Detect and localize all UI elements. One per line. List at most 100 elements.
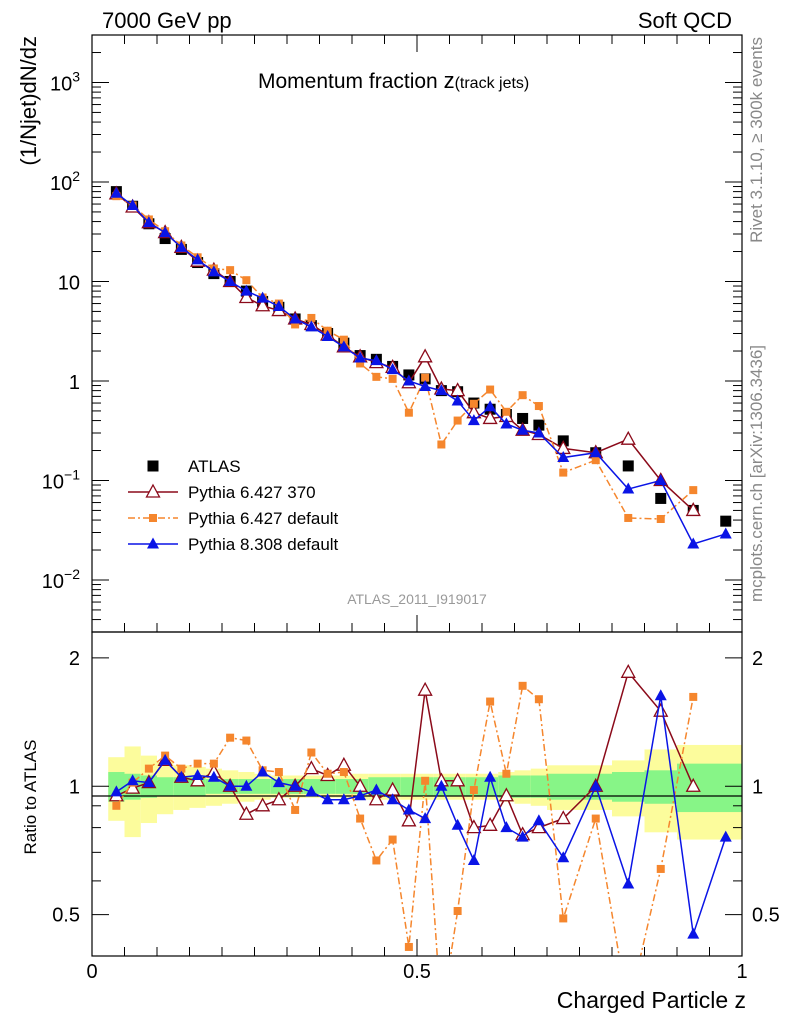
main-y-tick-base: 10 <box>42 471 64 493</box>
x-tick-label: 0.5 <box>403 961 431 983</box>
legend-label: ATLAS <box>188 457 241 476</box>
ratio-data-point <box>402 803 415 815</box>
ratio-data-point <box>175 770 188 782</box>
main-data-point <box>622 460 634 472</box>
main-data-point <box>589 446 602 458</box>
main-data-point <box>484 400 497 412</box>
legend-item: Pythia 6.427 default <box>128 509 339 528</box>
ratio-inner-band <box>205 779 222 794</box>
legend-marker <box>149 514 157 522</box>
main-data-point <box>517 412 529 424</box>
header-left: 7000 GeV pp <box>102 8 232 33</box>
ratio-data-point <box>274 768 283 777</box>
legend-label: Pythia 8.308 default <box>188 535 339 554</box>
ratio-data-point <box>419 812 432 824</box>
ratio-data-point <box>370 783 383 795</box>
main-data-point <box>175 240 188 252</box>
ratio-y-tick-label-left: 1 <box>69 776 80 798</box>
ratio-data-point <box>484 770 497 782</box>
main-y-tick-label: 1 <box>69 372 80 394</box>
main-data-point <box>516 423 529 435</box>
main-y-tick-label: 10−1 <box>42 466 80 493</box>
main-data-point <box>159 226 172 238</box>
legend-item: ATLAS <box>147 457 241 476</box>
ratio-data-point <box>469 786 478 795</box>
main-data-point <box>624 513 633 522</box>
ratio-y-tick-label-right: 0.5 <box>752 905 780 927</box>
legend-label: Pythia 6.427 default <box>188 509 339 528</box>
main-data-point <box>126 199 139 211</box>
ratio-data-point <box>656 864 665 873</box>
main-data-point <box>467 414 480 426</box>
ratio-data-point <box>498 787 514 802</box>
ratio-data-point <box>209 759 218 768</box>
main-data-point <box>417 348 433 363</box>
ratio-data-point <box>500 821 513 833</box>
main-data-point <box>388 374 397 383</box>
ratio-data-point <box>303 760 319 775</box>
main-data-point <box>421 373 430 382</box>
legend-label: Pythia 6.427 370 <box>188 483 316 502</box>
main-data-point <box>419 379 432 391</box>
ratio-data-point <box>323 769 332 778</box>
ratio-inner-band <box>547 773 580 800</box>
ratio-uncertainty-bands <box>108 744 742 840</box>
ratio-data-point <box>486 697 495 706</box>
ratio-data-point <box>177 764 186 773</box>
ratio-plot-frame <box>91 631 743 957</box>
ratio-data-point <box>337 793 350 805</box>
ratio-data-point <box>321 793 334 805</box>
ratio-data-point <box>620 663 636 678</box>
main-y-tick-exponent: −1 <box>64 466 80 482</box>
ratio-data-point <box>289 779 302 791</box>
legend-item: Pythia 6.427 370 <box>128 483 316 502</box>
main-data-point <box>469 399 478 408</box>
main-y-tick-label: 10 <box>58 272 80 294</box>
ratio-data-point <box>388 835 397 844</box>
main-data-point <box>557 451 570 463</box>
x-tick-label: 0 <box>86 961 97 983</box>
x-tick-label: 1 <box>736 961 747 983</box>
main-data-point <box>437 440 446 449</box>
main-data-point <box>656 515 665 524</box>
ratio-data-point <box>687 927 700 939</box>
ratio-data-point <box>532 814 545 826</box>
main-data-point <box>110 186 123 198</box>
ratio-data-point <box>451 818 464 830</box>
ratio-data-point <box>242 736 251 745</box>
ratio-data-point <box>193 759 202 768</box>
ratio-data-point <box>557 851 570 863</box>
main-data-point <box>238 289 254 304</box>
main-data-point <box>289 312 302 324</box>
main-data-point <box>687 537 700 549</box>
chart-title-symbol: z <box>444 68 455 93</box>
ratio-data-point <box>368 791 384 806</box>
ratio-data-point <box>207 770 220 782</box>
ratio-series-line <box>116 670 694 836</box>
ratio-data-point <box>555 810 571 825</box>
ratio-data-point <box>144 764 153 773</box>
main-y-tick-base: 10 <box>50 73 72 95</box>
ratio-y-tick-label-left: 2 <box>69 648 80 670</box>
main-y-tick-label: 103 <box>50 68 80 95</box>
ratio-data-point <box>467 853 480 865</box>
ratio-inner-band <box>498 775 515 798</box>
main-data-point <box>453 416 462 425</box>
ratio-data-point <box>689 692 698 701</box>
ratio-data-point <box>719 830 732 842</box>
ratio-data-point <box>591 814 600 823</box>
ratio-data-point <box>305 785 318 797</box>
main-data-point <box>500 417 513 429</box>
legend-item: Pythia 8.308 default <box>128 535 339 554</box>
main-y-axis-label: (1/Njet)dN/dz <box>16 36 41 166</box>
x-axis-label: Charged Particle z <box>557 987 746 1013</box>
main-data-point <box>404 408 413 417</box>
ratio-data-point <box>559 914 568 923</box>
ratio-data-point <box>356 814 365 823</box>
header-right: Soft QCD <box>638 8 732 33</box>
ratio-data-point <box>437 1012 445 1020</box>
main-data-point <box>482 410 498 425</box>
ratio-data-point <box>685 777 701 792</box>
main-y-tick-base: 1 <box>69 372 80 394</box>
